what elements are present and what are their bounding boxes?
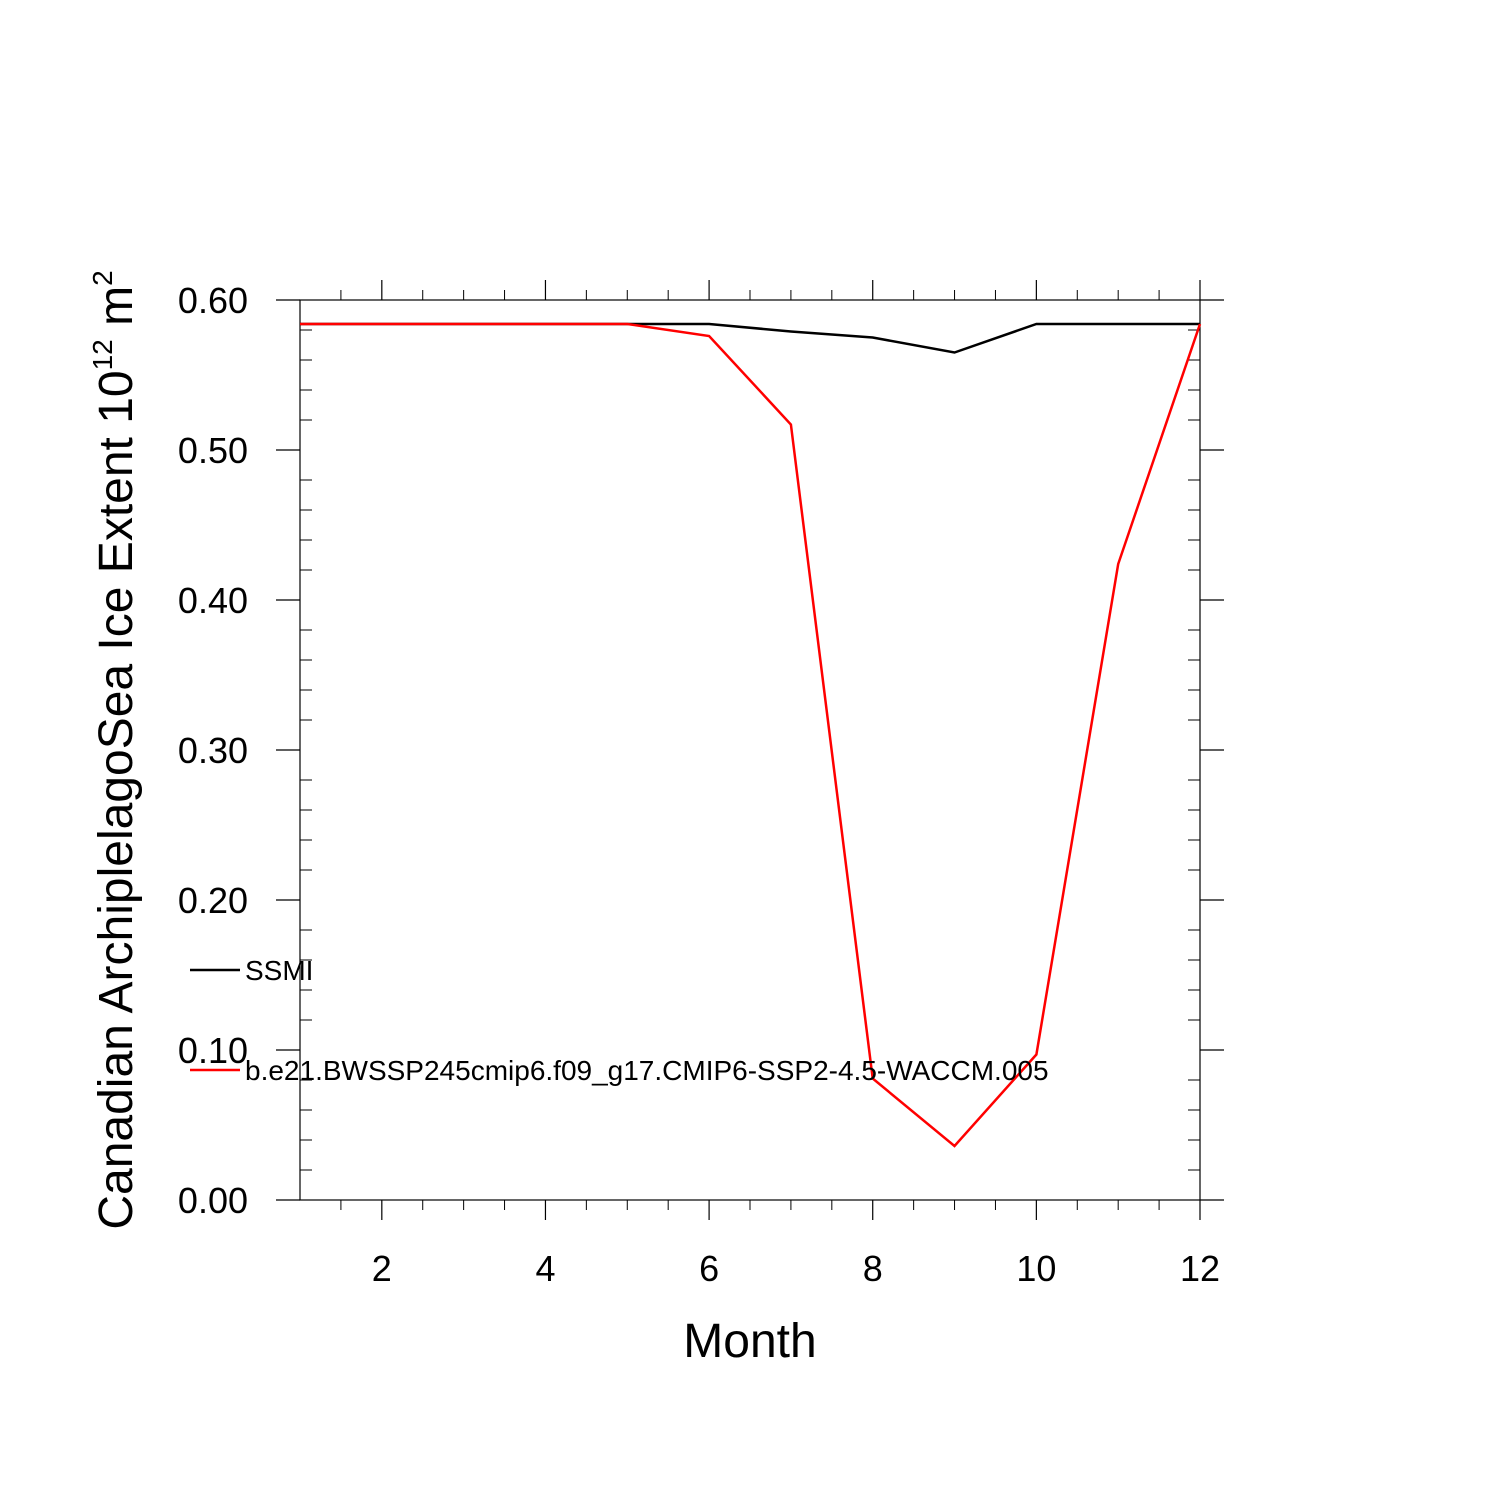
y-tick-label-6: 0.60 — [178, 280, 248, 321]
series-line-1 — [300, 322, 1202, 1148]
series-line-0 — [300, 322, 1200, 354]
series-lines — [299, 322, 1202, 1148]
y-axis-ticks — [276, 299, 1224, 1201]
x-axis-title: Month — [683, 1315, 816, 1368]
y-tick-label-5: 0.50 — [178, 430, 248, 471]
x-tick-label-3: 8 — [863, 1248, 883, 1289]
legend-label-ssmi: SSMI — [245, 955, 313, 986]
y-axis-title: Canadian ArchiplelagoSea Ice Extent 1012… — [87, 270, 143, 1229]
y-tick-label-3: 0.30 — [178, 730, 248, 771]
y-axis-title-exponent-2: 2 — [87, 270, 118, 286]
x-tick-labels: 2 4 6 8 10 12 — [372, 1248, 1220, 1289]
y-axis-title-main: Canadian ArchiplelagoSea Ice Extent 10 — [90, 370, 143, 1229]
y-tick-label-2: 0.20 — [178, 880, 248, 921]
x-tick-label-2: 6 — [699, 1248, 719, 1289]
y-tick-labels: 0.00 0.10 0.20 0.30 0.40 0.50 0.60 — [178, 280, 248, 1221]
x-axis-ticks — [340, 280, 1201, 1220]
y-tick-label-4: 0.40 — [178, 580, 248, 621]
x-tick-label-0: 2 — [372, 1248, 392, 1289]
x-tick-label-5: 12 — [1180, 1248, 1220, 1289]
y-tick-label-1: 0.10 — [178, 1030, 248, 1071]
legend: SSMI b.e21.BWSSP245cmip6.f09_g17.CMIP6-S… — [190, 955, 1049, 1086]
y-axis-title-exponent-1: 12 — [87, 339, 118, 370]
legend-label-model: b.e21.BWSSP245cmip6.f09_g17.CMIP6-SSP2-4… — [245, 1055, 1049, 1086]
x-tick-label-4: 10 — [1016, 1248, 1056, 1289]
y-axis-title-unit: m — [90, 286, 143, 339]
y-tick-label-0: 0.00 — [178, 1180, 248, 1221]
x-tick-label-1: 4 — [535, 1248, 555, 1289]
